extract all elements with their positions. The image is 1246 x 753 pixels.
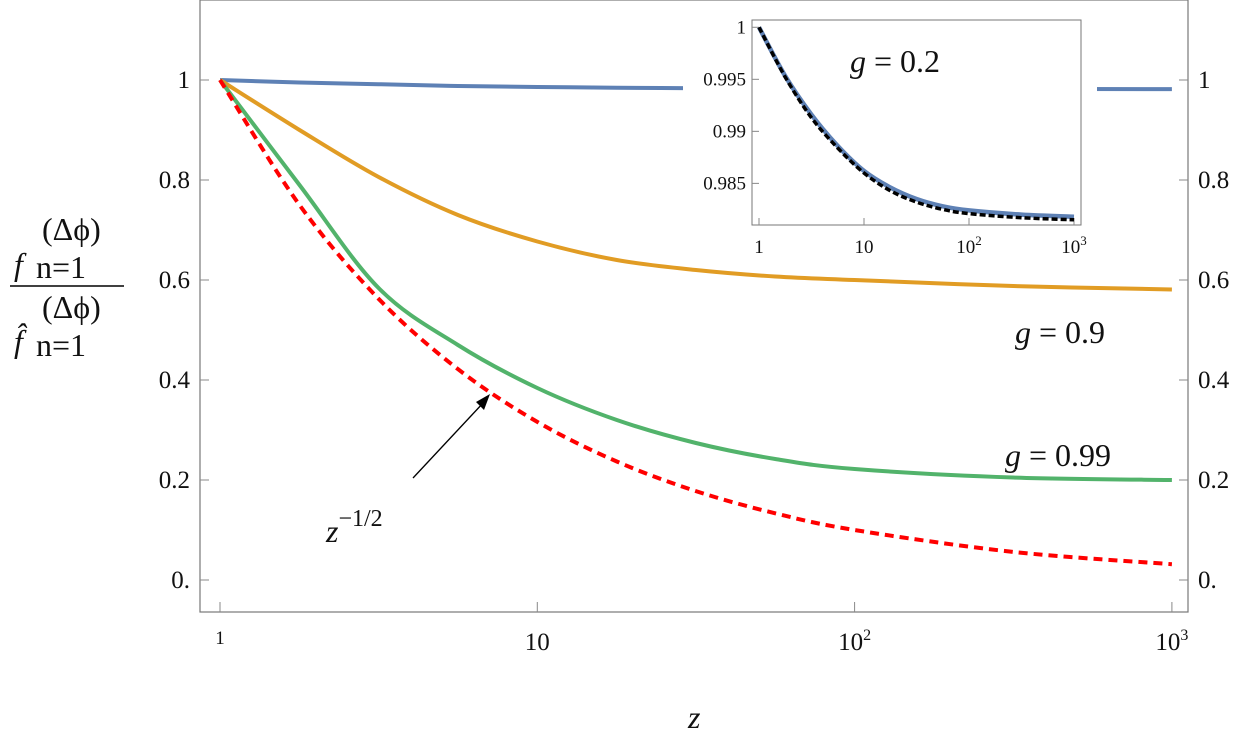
inset-x-tick-label: 1 [754, 237, 764, 258]
series-line-0.9 [218, 78, 1172, 292]
inset-x-tick-label: 103 [1061, 233, 1087, 258]
x-tick-label: 1 [215, 628, 225, 649]
main-plot: 0. 0. 0.2 0.2 0.4 0.4 0.6 0.6 0.8 0.8 1 1 1 10 102 103 [159, 0, 1230, 656]
inset-y-tick-label: 0.99 [713, 121, 746, 142]
y-tick-label-left: 0.4 [159, 367, 191, 394]
series-line-z-power [218, 78, 1173, 567]
y-tick-label-right: 0.6 [1198, 267, 1229, 294]
inset-frame [751, 19, 1082, 226]
label-g-0.9: g = 0.9 [1015, 314, 1105, 350]
arrow-to-z-power-curve [412, 394, 490, 479]
series-line-0.99 [218, 78, 1172, 482]
svg-text:(Δϕ): (Δϕ) [42, 211, 101, 247]
inset-title: g = 0.2 [850, 43, 940, 79]
y-tick-label-left: 0.8 [159, 167, 190, 194]
svg-text:n=1: n=1 [36, 249, 86, 285]
y-tick-label-right: 0. [1198, 567, 1217, 594]
inset-y-tick-label: 0.985 [703, 173, 746, 194]
label-z-power: z−1/2 [325, 506, 383, 549]
inset-y-tick-label: 1 [737, 17, 747, 38]
y-tick-label-left: 0.2 [159, 467, 190, 494]
svg-text:(Δϕ): (Δϕ) [42, 289, 101, 325]
y-tick-label-right: 0.2 [1198, 467, 1229, 494]
inset-x-tick-label: 102 [956, 233, 982, 258]
x-axis-label: z [687, 699, 701, 735]
svg-text:f: f [14, 246, 27, 282]
y-tick-label-left: 0. [171, 567, 190, 594]
y-tick-label-right: 0.8 [1198, 167, 1229, 194]
y-tick-label-right: 0.4 [1198, 367, 1230, 394]
svg-text:f̂: f̂ [14, 323, 27, 359]
svg-text:n=1: n=1 [36, 327, 86, 363]
label-g-0.99: g = 0.99 [1005, 437, 1111, 473]
x-tick-label: 10 [525, 629, 550, 656]
y-axis-label: f (Δϕ) n=1 f̂ (Δϕ) n=1 [10, 211, 124, 363]
x-tick-label: 103 [1155, 627, 1188, 656]
y-tick-label-left: 1 [178, 67, 191, 94]
inset-series-line-dashed [757, 26, 1075, 222]
inset-series-line-solid [757, 26, 1075, 219]
inset-x-tick-label: 10 [855, 237, 874, 258]
inset-y-tick-label: 0.995 [703, 69, 746, 90]
x-tick-label: 102 [838, 627, 871, 656]
plot-frame [199, 0, 1189, 613]
y-tick-label-left: 0.6 [159, 267, 190, 294]
y-tick-label-right: 1 [1198, 67, 1211, 94]
inset-plot: 0.985 0.99 0.995 1 1 10 102 103 [683, 8, 1097, 266]
